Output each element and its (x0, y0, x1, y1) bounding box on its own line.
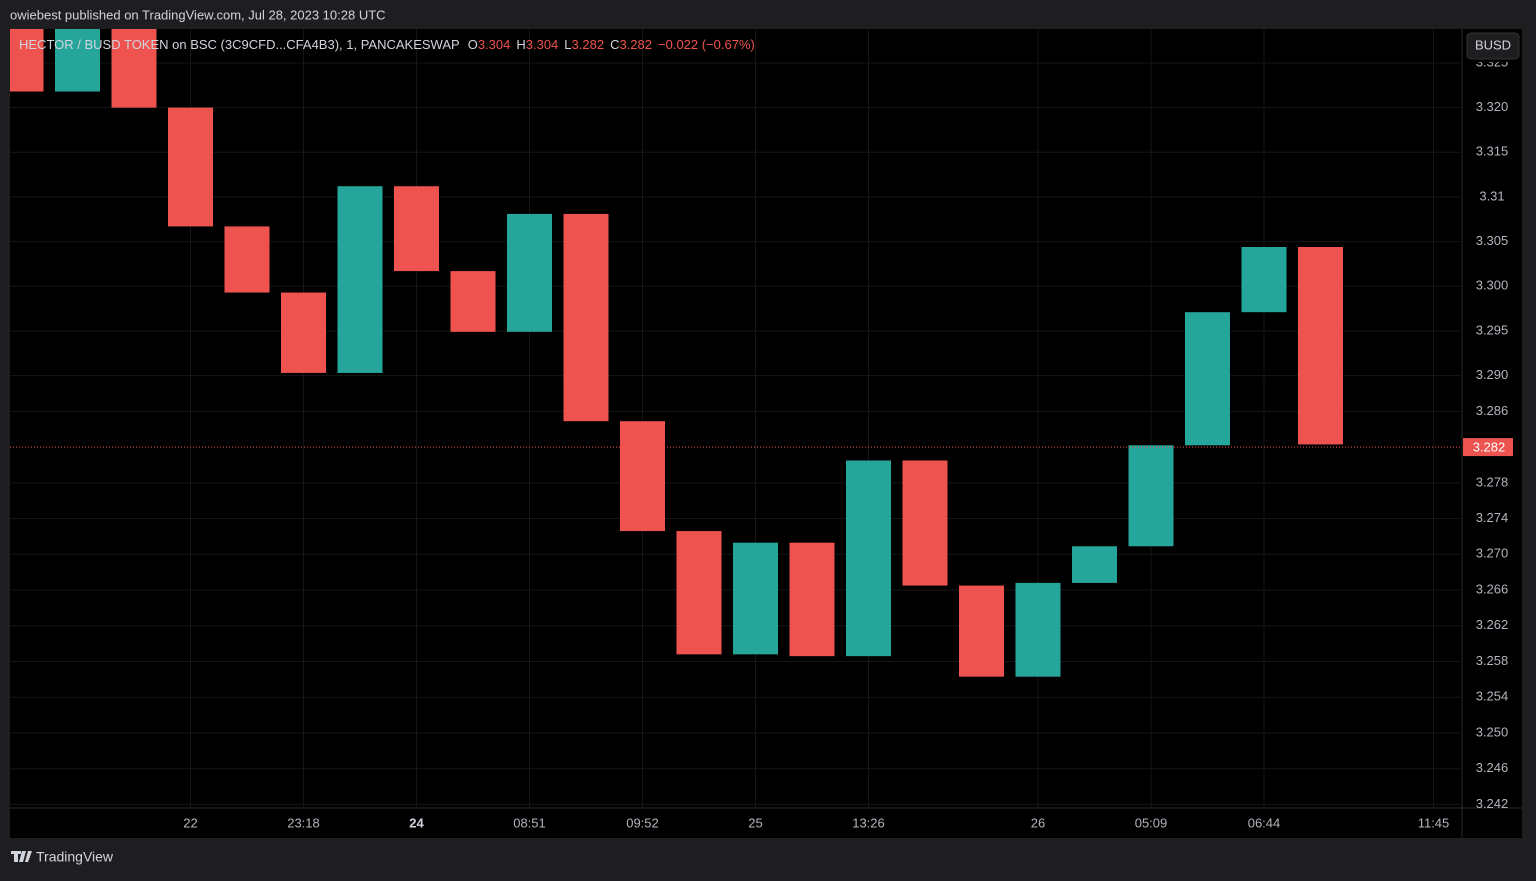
box (789, 542, 835, 657)
box (563, 213, 609, 422)
ohlc-name: H (516, 37, 525, 52)
x-tick-label: 05:09 (1135, 815, 1168, 830)
ohlc-value: 3.304 (478, 37, 511, 52)
box (1298, 246, 1343, 445)
x-tick-label: 23:18 (287, 815, 320, 830)
box (959, 585, 1004, 677)
y-tick-label: 3.242 (1476, 796, 1509, 811)
y-tick-label: 3.266 (1476, 581, 1509, 596)
box (902, 460, 948, 586)
box (281, 292, 326, 373)
ohlc-value: 3.282 (572, 37, 605, 52)
box (224, 226, 270, 293)
y-tick-label: 3.286 (1476, 403, 1509, 418)
box (1241, 246, 1287, 313)
box (507, 213, 552, 332)
x-tick-label: 24 (409, 815, 424, 830)
x-tick-label: 22 (183, 815, 197, 830)
box (1128, 445, 1174, 547)
box (620, 421, 665, 532)
brand: TradingView (36, 849, 114, 865)
box (733, 542, 778, 655)
y-tick-label: 3.250 (1476, 724, 1509, 739)
x-tick-label: 06:44 (1248, 815, 1281, 830)
x-tick-label: 13:26 (852, 815, 885, 830)
y-tick-label: 3.254 (1476, 689, 1509, 704)
ohlc-value: 3.304 (526, 37, 559, 52)
box (168, 107, 213, 227)
symbol: HECTOR / BUSD TOKEN on BSC (3C9CFD...CFA… (19, 37, 460, 52)
y-tick-label: 3.246 (1476, 760, 1509, 775)
box (337, 186, 383, 373)
currency-button[interactable] (1466, 32, 1520, 60)
y-tick-label: 3.325 (1476, 54, 1509, 69)
legend-line: HECTOR / BUSD TOKEN on BSC (3C9CFD...CFA… (19, 37, 755, 52)
y-tick-label: 3.274 (1476, 510, 1509, 525)
box (1185, 312, 1230, 446)
ohlc-name: C (610, 37, 619, 52)
y-tick-label: 3.258 (1476, 653, 1509, 668)
box (846, 460, 891, 657)
y-tick-label: 3.270 (1476, 546, 1509, 561)
change: −0.022 (−0.67%) (658, 37, 755, 52)
y-tick-label: 3.320 (1476, 99, 1509, 114)
y-tick-label: 3.278 (1476, 474, 1509, 489)
x-tick-label: 08:51 (513, 815, 546, 830)
box (394, 186, 439, 272)
x-tick-label: 25 (748, 815, 762, 830)
ohlc-name: O (468, 37, 478, 52)
y-tick-label: 3.305 (1476, 233, 1509, 248)
last-price-label: 3.282 (1473, 440, 1506, 455)
y-tick-label: 3.290 (1476, 367, 1509, 382)
ohlc-value: 3.282 (619, 37, 652, 52)
box (450, 271, 496, 332)
brand-logo (11, 851, 32, 862)
x-tick-label: 09:52 (626, 815, 659, 830)
box (1015, 582, 1061, 677)
box (111, 29, 157, 108)
y-tick-label: 3.31 (1479, 188, 1504, 203)
box (676, 531, 722, 655)
y-tick-label: 3.262 (1476, 617, 1509, 632)
chart-panel (10, 29, 1522, 838)
box (10, 29, 44, 92)
box (55, 29, 100, 92)
publish-info: owiebest published on TradingView.com, J… (10, 7, 386, 22)
currency-label: BUSD (1475, 37, 1511, 52)
x-tick-label: 11:45 (1418, 815, 1450, 830)
last-price-box (1463, 438, 1513, 457)
y-tick-label: 3.300 (1476, 278, 1509, 293)
y-tick-label: 3.295 (1476, 322, 1509, 337)
y-tick-label: 3.315 (1476, 144, 1509, 159)
ohlc-name: L (564, 37, 571, 52)
x-tick-label: 26 (1031, 815, 1045, 830)
box (1072, 546, 1117, 583)
